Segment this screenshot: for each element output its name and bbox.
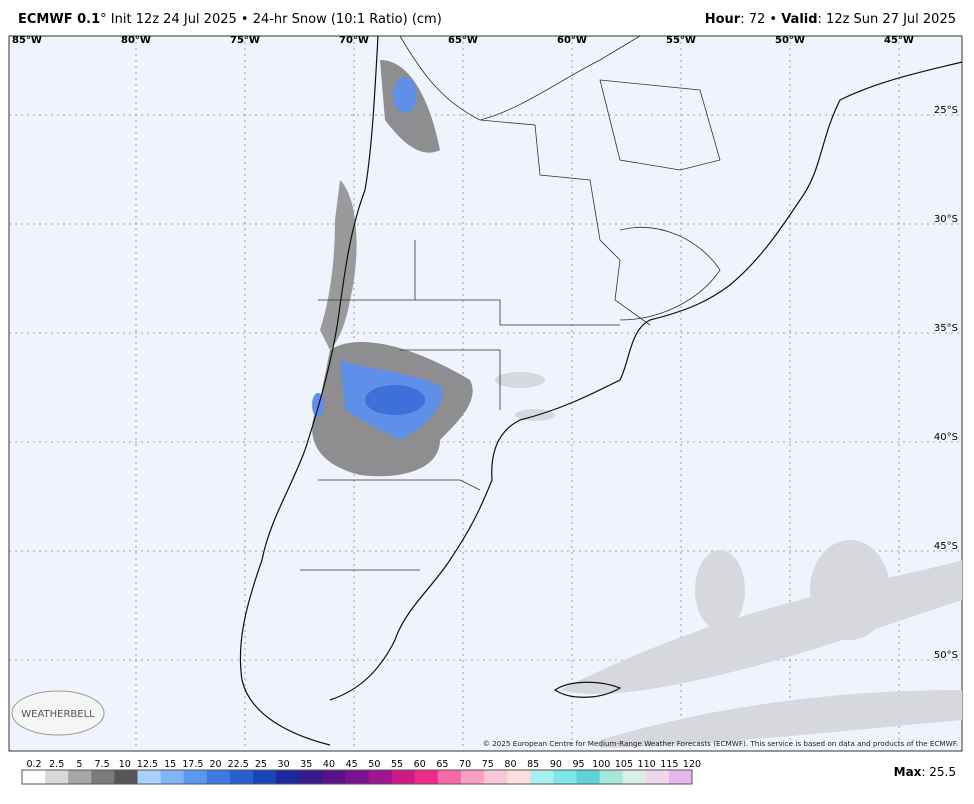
colorbar-swatch <box>530 770 554 784</box>
longitude-label: 65°W <box>448 35 478 46</box>
header-left: ECMWF 0.1° Init 12z 24 Jul 2025 • 24-hr … <box>18 12 442 27</box>
max-label: Max <box>894 765 922 779</box>
colorbar-swatch <box>22 770 46 784</box>
latitude-label: 25°S <box>934 105 958 116</box>
colorbar-label: 25 <box>255 759 267 770</box>
latitude-label: 30°S <box>934 214 958 225</box>
logo-text: WEATHERBELL <box>21 709 95 720</box>
colorbar-swatch <box>253 770 277 784</box>
longitude-label: 45°W <box>884 35 914 46</box>
snow-ocean <box>495 372 962 748</box>
colorbar-swatch <box>91 770 115 784</box>
borders <box>300 35 721 571</box>
colorbar-label: 12.5 <box>137 759 158 770</box>
colorbar-swatch <box>322 770 346 784</box>
colorbar-label: 100 <box>592 759 610 770</box>
colorbar-swatch <box>160 770 185 784</box>
colorbar-label: 90 <box>550 759 562 770</box>
colorbar-label: 85 <box>527 759 539 770</box>
colorbar-label: 20 <box>209 759 221 770</box>
colorbar-swatch <box>368 770 393 784</box>
max-readout: Max: 25.5 <box>894 765 956 779</box>
colorbar-label: 17.5 <box>182 759 203 770</box>
colorbar-label: 55 <box>391 759 403 770</box>
colorbar-swatch <box>622 770 647 784</box>
colorbar-swatch <box>206 770 231 784</box>
colorbar-label: 60 <box>414 759 426 770</box>
colorbar-label: 115 <box>660 759 678 770</box>
latitude-label: 45°S <box>934 541 958 552</box>
valid-value: : 12z Sun 27 Jul 2025 <box>818 12 956 27</box>
colorbar-label: 70 <box>459 759 471 770</box>
colorbar-label: 35 <box>300 759 312 770</box>
colorbar-label: 30 <box>278 759 290 770</box>
colorbar-label: 10 <box>119 759 131 770</box>
colorbar-swatch <box>45 770 69 784</box>
longitude-label: 70°W <box>339 35 369 46</box>
colorbar-swatch <box>391 770 416 784</box>
colorbar-swatch <box>183 770 208 784</box>
colorbar-label: 95 <box>573 759 585 770</box>
colorbar-label: 120 <box>683 759 701 770</box>
latitude-label: 40°S <box>934 432 958 443</box>
coastlines <box>239 35 963 746</box>
colorbar-swatch <box>645 770 670 784</box>
colorbar-label: 105 <box>615 759 633 770</box>
hour-value: : 72 • <box>740 12 781 27</box>
longitude-label: 55°W <box>666 35 696 46</box>
colorbar-swatch <box>276 770 300 784</box>
colorbar-swatch <box>484 770 508 784</box>
map: WEATHERBELL © 2025 European Centre for M… <box>8 35 963 752</box>
colorbar: 0.2 2.5 5 7.5 10 12.5 15 17.5 20 22.5 25 30 35 40 45 50… <box>21 759 701 785</box>
max-value: : 25.5 <box>921 765 956 779</box>
colorbar-swatch <box>576 770 601 784</box>
longitude-label: 60°W <box>557 35 587 46</box>
longitude-label: 50°W <box>775 35 805 46</box>
colorbar-swatch <box>345 770 370 784</box>
header-right: Hour: 72 • Valid: 12z Sun 27 Jul 2025 <box>705 12 956 27</box>
colorbar-swatch <box>229 770 254 784</box>
longitude-label: 80°W <box>121 35 151 46</box>
colorbar-swatch <box>414 770 439 784</box>
colorbar-swatch <box>668 770 693 784</box>
colorbar-swatch <box>553 770 577 784</box>
colorbar-label: 50 <box>368 759 380 770</box>
colorbar-swatch <box>137 770 162 784</box>
run-description: ° Init 12z 24 Jul 2025 • 24-hr Snow (10:… <box>100 12 442 27</box>
longitude-label: 75°W <box>230 35 260 46</box>
model-name: ECMWF 0.1 <box>18 12 100 27</box>
hour-label: Hour <box>705 12 741 27</box>
snow-land <box>312 60 473 477</box>
colorbar-label: 65 <box>436 759 448 770</box>
colorbar-swatch <box>507 770 531 784</box>
colorbar-frame <box>21 769 693 785</box>
logo-badge: WEATHERBELL <box>11 690 105 736</box>
colorbar-swatch <box>460 770 485 784</box>
colorbar-label: 7.5 <box>95 759 110 770</box>
colorbar-label: 2.5 <box>49 759 64 770</box>
colorbar-label: 15 <box>164 759 176 770</box>
colorbar-swatch <box>599 770 624 784</box>
valid-label: Valid <box>781 12 817 27</box>
latitude-label: 35°S <box>934 323 958 334</box>
colorbar-label: 110 <box>638 759 656 770</box>
colorbar-label: 40 <box>323 759 335 770</box>
colorbar-swatch <box>68 770 92 784</box>
colorbar-label: 0.2 <box>26 759 41 770</box>
copyright: © 2025 European Centre for Medium-Range … <box>483 739 958 748</box>
colorbar-label: 5 <box>76 759 82 770</box>
colorbar-label: 75 <box>482 759 494 770</box>
colorbar-swatch <box>437 770 462 784</box>
colorbar-label: 80 <box>504 759 516 770</box>
longitude-label: 85°W <box>12 35 42 46</box>
latitude-label: 50°S <box>934 650 958 661</box>
colorbar-swatch <box>114 770 139 784</box>
colorbar-swatch <box>299 770 323 784</box>
colorbar-label: 45 <box>346 759 358 770</box>
colorbar-label: 22.5 <box>228 759 249 770</box>
